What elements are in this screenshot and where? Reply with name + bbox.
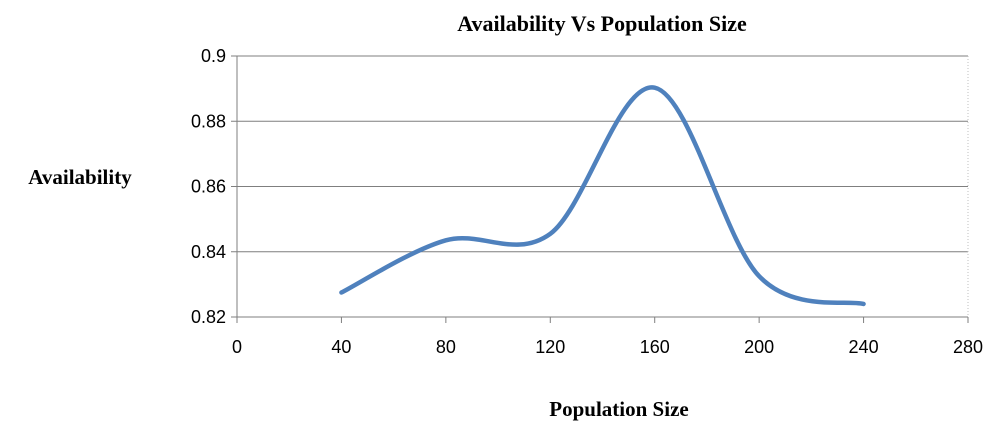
x-tick-label: 280 [953, 337, 983, 357]
chart-title: Availability Vs Population Size [457, 11, 747, 36]
gridlines [237, 55, 969, 317]
series-group [339, 85, 866, 307]
x-tick-label: 40 [331, 337, 351, 357]
y-tick-label: 0.88 [191, 111, 226, 131]
y-tick-label: 0.82 [191, 307, 226, 327]
x-tick-label: 0 [232, 337, 242, 357]
x-tick-labels: 0 40 80 120 160 200 240 280 [232, 337, 983, 357]
y-axis-title: Availability [28, 165, 132, 189]
x-tick-label: 200 [744, 337, 774, 357]
axes [231, 55, 969, 323]
y-tick-labels: 0.82 0.84 0.86 0.88 0.9 [191, 46, 226, 327]
y-tick-label: 0.86 [191, 177, 226, 197]
x-axis-title: Population Size [549, 397, 688, 421]
x-tick-label: 120 [535, 337, 565, 357]
series-line [339, 85, 866, 307]
x-tick-label: 80 [436, 337, 456, 357]
x-tick-label: 240 [849, 337, 879, 357]
y-tick-label: 0.84 [191, 242, 226, 262]
x-tick-label: 160 [640, 337, 670, 357]
y-tick-label: 0.9 [201, 46, 226, 66]
